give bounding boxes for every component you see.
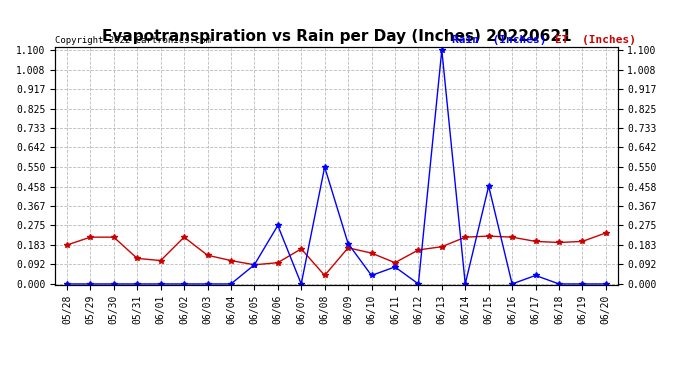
Text: ET  (Inches): ET (Inches)	[555, 35, 636, 45]
Text: Copyright 2022 Cartronics.com: Copyright 2022 Cartronics.com	[55, 36, 211, 45]
Text: Rain  (Inches): Rain (Inches)	[452, 35, 546, 45]
Title: Evapotranspiration vs Rain per Day (Inches) 20220621: Evapotranspiration vs Rain per Day (Inch…	[101, 29, 571, 44]
